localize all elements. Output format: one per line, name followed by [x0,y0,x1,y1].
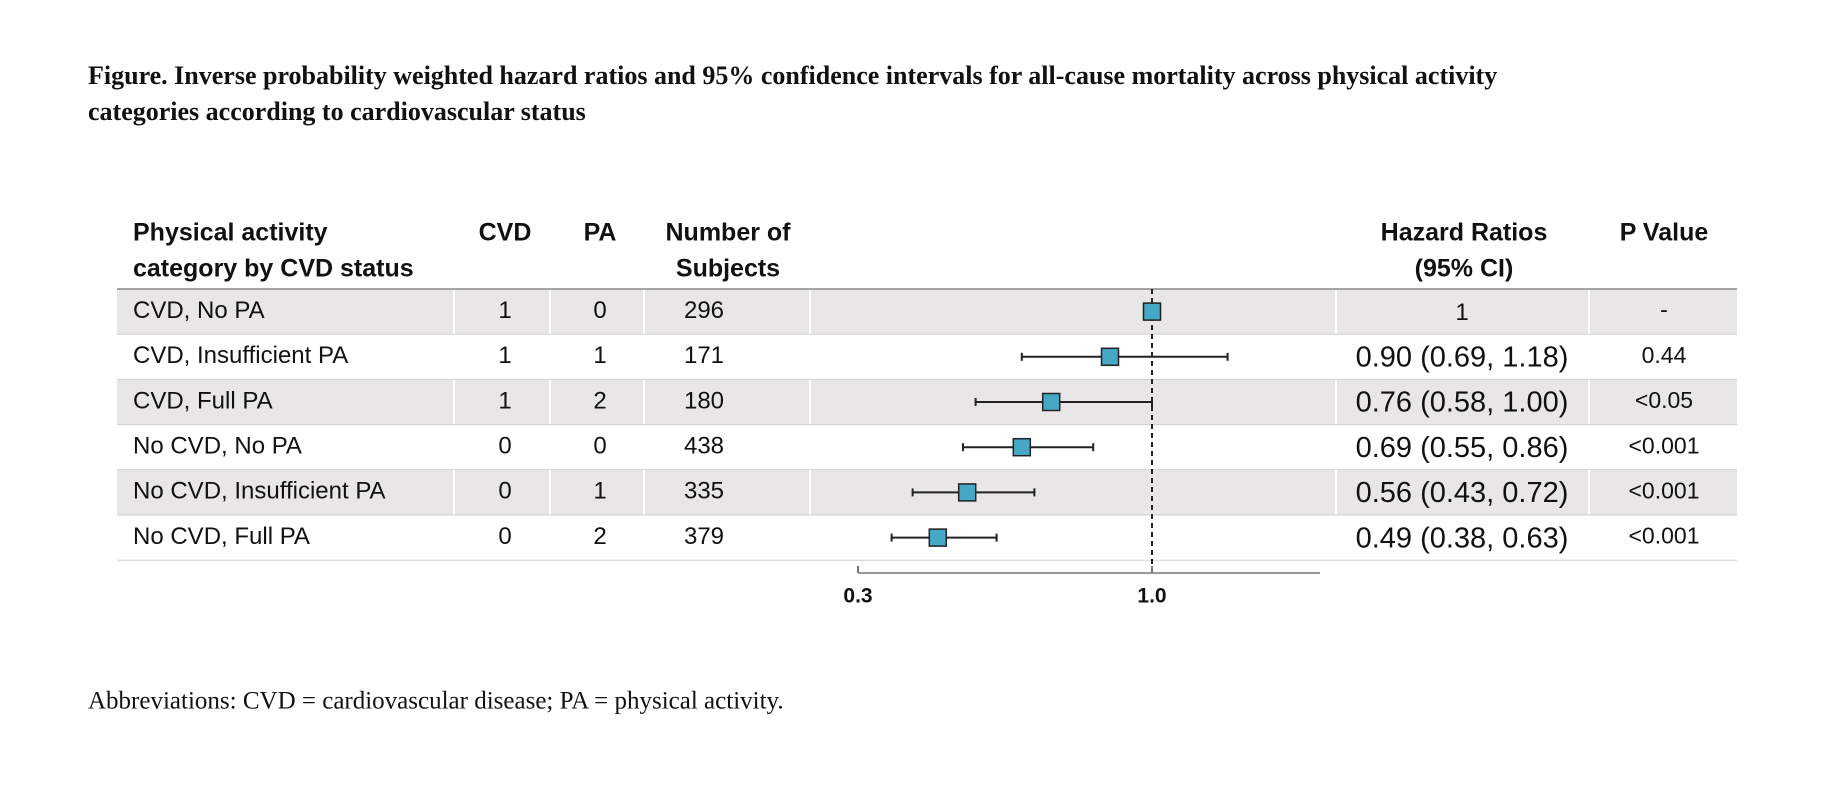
column-header: category by CVD status [133,255,414,283]
confidence-interval [974,398,1153,406]
row-label: No CVD, Insufficient PA [133,478,386,505]
cvd-cell: 1 [498,387,511,414]
pa-cell: 1 [593,342,606,369]
hazard-ratio-marker [1012,437,1032,457]
footnote: Abbreviations: CVD = cardiovascular dise… [88,688,784,715]
pa-cell: 2 [593,523,606,550]
hazard-ratio-label: 0.90 (0.69, 1.18) [1356,341,1569,373]
subjects-cell: 296 [684,297,724,324]
row-label: CVD, Insufficient PA [133,342,348,369]
hazard-ratio-label: 0.49 (0.38, 0.63) [1356,522,1569,554]
hazard-ratio-label: 0.56 (0.43, 0.72) [1356,477,1569,509]
hazard-ratio-marker [1041,392,1061,412]
column-header: (95% CI) [1415,255,1514,283]
p-value-cell: <0.05 [1635,387,1693,413]
p-value-cell: <0.001 [1629,477,1700,503]
hazard-ratio-label: 0.76 (0.58, 1.00) [1356,387,1569,419]
x-tick-label: 0.3 [843,585,872,608]
column-header: CVD [479,219,532,247]
row-band [117,289,1737,335]
x-tick-label: 1.0 [1137,585,1166,608]
cvd-cell: 1 [498,342,511,369]
title-line: categories according to cardiovascular s… [88,97,586,126]
pa-cell: 0 [593,433,606,460]
pa-cell: 0 [593,297,606,324]
cvd-cell: 0 [498,433,511,460]
hazard-ratio-marker [1100,347,1120,367]
column-header: Number of [666,219,792,247]
column-header: Hazard Ratios [1381,219,1548,247]
cvd-cell: 0 [498,523,511,550]
p-value-cell: - [1660,297,1668,323]
column-header: Subjects [676,255,780,283]
hazard-ratio-label: 1 [1455,299,1468,326]
row-label: No CVD, Full PA [133,523,310,550]
subjects-cell: 335 [684,478,724,505]
hazard-ratio-marker [957,483,977,502]
subjects-cell: 171 [684,342,724,369]
cvd-cell: 1 [498,297,511,324]
p-value-cell: 0.44 [1642,342,1687,368]
row-label: No CVD, No PA [133,433,302,460]
title-line: Figure. Inverse probability weighted haz… [88,61,1497,90]
column-header: PA [584,219,617,247]
hazard-ratio-marker [1142,302,1162,321]
column-header: Physical activity [133,219,328,247]
subjects-cell: 379 [684,523,724,550]
row-label: CVD, Full PA [133,387,273,414]
pa-cell: 2 [593,387,606,414]
row-label: CVD, No PA [133,297,265,324]
column-header: P Value [1620,219,1709,247]
subjects-cell: 180 [684,387,724,414]
confidence-interval [1020,352,1229,361]
subjects-cell: 438 [684,433,724,460]
pa-cell: 1 [593,478,606,505]
row-band [117,379,1737,425]
p-value-cell: <0.001 [1629,432,1700,458]
hazard-ratio-marker [928,528,948,547]
p-value-cell: <0.001 [1629,523,1700,549]
cvd-cell: 0 [498,478,511,505]
hazard-ratio-label: 0.69 (0.55, 0.86) [1356,432,1569,464]
